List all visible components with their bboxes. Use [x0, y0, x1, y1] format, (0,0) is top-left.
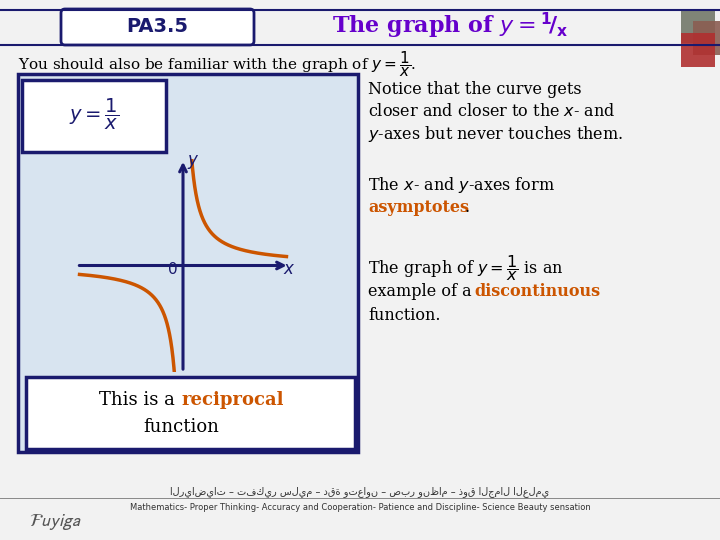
- Text: الرياضيات – تفكير سليم – دقة وتعاون – صبر ونظام – ذوق الجمال العلمي: الرياضيات – تفكير سليم – دقة وتعاون – صب…: [171, 487, 549, 497]
- Text: $y$-axes but never touches them.: $y$-axes but never touches them.: [368, 124, 623, 144]
- Text: asymptotes: asymptotes: [368, 199, 469, 215]
- FancyBboxPatch shape: [61, 9, 254, 45]
- Text: $y = \dfrac{1}{x}$: $y = \dfrac{1}{x}$: [69, 97, 120, 132]
- Text: $0$: $0$: [167, 261, 178, 277]
- Text: This is a: This is a: [99, 391, 181, 409]
- Text: The graph of $y = \dfrac{1}{x}$ is an: The graph of $y = \dfrac{1}{x}$ is an: [368, 253, 564, 283]
- FancyBboxPatch shape: [26, 377, 355, 449]
- Text: Notice that the curve gets: Notice that the curve gets: [368, 82, 582, 98]
- Text: function: function: [143, 418, 219, 436]
- Text: The $x$- and $y$-axes form: The $x$- and $y$-axes form: [368, 175, 555, 195]
- Text: reciprocal: reciprocal: [181, 391, 284, 409]
- Text: $x$: $x$: [284, 261, 296, 278]
- Text: function.: function.: [368, 307, 441, 325]
- Text: $\mathcal{Fuyiga}$: $\mathcal{Fuyiga}$: [29, 512, 81, 532]
- Bar: [681, 9, 715, 43]
- Text: discontinuous: discontinuous: [474, 284, 600, 300]
- Text: .: .: [464, 199, 469, 215]
- Bar: [18, 74, 358, 452]
- Text: closer and closer to the $x$- and: closer and closer to the $x$- and: [368, 104, 616, 120]
- Text: $y$: $y$: [186, 153, 199, 171]
- Text: PA3.5: PA3.5: [126, 17, 188, 37]
- Text: Mathematics- Proper Thinking- Accuracy and Cooperation- Patience and Discipline-: Mathematics- Proper Thinking- Accuracy a…: [130, 503, 590, 512]
- Text: The graph of $y = \mathbf{^1\!/_{x}}$: The graph of $y = \mathbf{^1\!/_{x}}$: [332, 11, 568, 41]
- Bar: [681, 33, 715, 67]
- Text: example of a: example of a: [368, 284, 477, 300]
- FancyBboxPatch shape: [22, 80, 166, 152]
- Bar: [693, 21, 720, 55]
- Text: You should also be familiar with the graph of $y = \dfrac{1}{x}$.: You should also be familiar with the gra…: [18, 49, 416, 79]
